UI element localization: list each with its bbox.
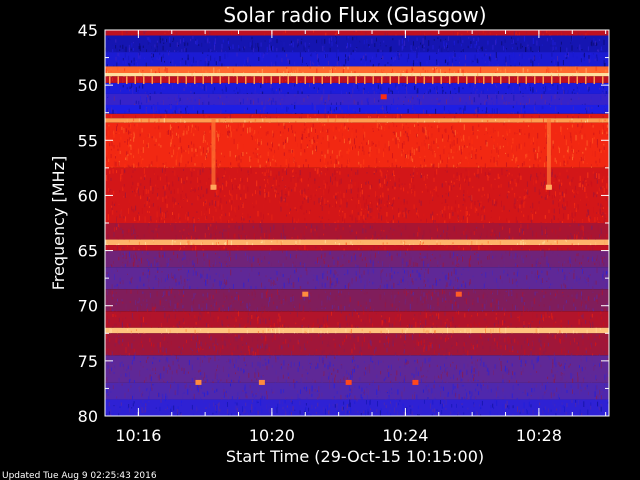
burst-2 [380, 94, 387, 100]
y-tick-label-75: 75 [78, 352, 98, 371]
frequency-band-14 [105, 239, 609, 246]
frequency-band-2 [105, 52, 609, 67]
burst-0 [210, 184, 217, 190]
frequency-band-20 [105, 327, 609, 334]
frequency-band-19 [105, 311, 609, 328]
frequency-band-6 [105, 82, 609, 94]
burst-6 [258, 379, 265, 385]
chart-title: Solar radio Flux (Glasgow) [223, 3, 486, 27]
y-tick-label-65: 65 [78, 242, 98, 261]
x-axis-label: Start Time (29-Oct-15 10:15:00) [226, 447, 484, 466]
frequency-band-4 [105, 73, 609, 77]
y-tick-label-55: 55 [78, 131, 98, 150]
frequency-band-10 [105, 118, 609, 123]
axis-ticks: 45 50 55 60 65 70 75 80 10:16 10:20 10:24 10:28 [78, 21, 610, 445]
y-tick-label-50: 50 [78, 76, 98, 95]
burst-4 [455, 291, 462, 297]
burst-8 [412, 379, 419, 385]
burst-5 [195, 379, 202, 385]
texture-speckle [105, 30, 609, 416]
burst-7 [345, 379, 352, 385]
y-tick-label-70: 70 [78, 297, 98, 316]
vertical-feature-1 [546, 118, 551, 190]
x-tick-label-10:16: 10:16 [115, 426, 161, 445]
burst-1 [545, 184, 552, 190]
frequency-band-8 [105, 104, 609, 114]
plot-area [105, 30, 609, 416]
x-tick-label-10:28: 10:28 [516, 426, 562, 445]
frequency-band-24 [105, 399, 609, 416]
frequency-band-23 [105, 382, 609, 400]
y-tick-label-45: 45 [78, 21, 98, 40]
frequency-band-3 [105, 66, 609, 74]
frequency-band-16 [105, 250, 609, 268]
frequency-band-1 [105, 35, 609, 53]
frequency-band-13 [105, 223, 609, 240]
updated-timestamp: Updated Tue Aug 9 02:25:43 2016 [2, 471, 157, 480]
x-tick-label-10:24: 10:24 [382, 426, 428, 445]
frequency-band-15 [105, 245, 609, 251]
y-axis-label: Frequency [MHz] [49, 156, 68, 290]
frequency-band-9 [105, 113, 609, 119]
frequency-band-21 [105, 333, 609, 356]
y-tick-label-60: 60 [78, 186, 98, 205]
x-tick-label-10:20: 10:20 [249, 426, 295, 445]
frequency-band-18 [105, 289, 609, 312]
vertical-feature-0 [211, 118, 216, 190]
frequency-band-0 [105, 30, 609, 36]
comb-marks [109, 76, 604, 85]
burst-3 [302, 291, 309, 297]
frequency-band-7 [105, 93, 609, 105]
y-tick-label-80: 80 [78, 407, 98, 426]
